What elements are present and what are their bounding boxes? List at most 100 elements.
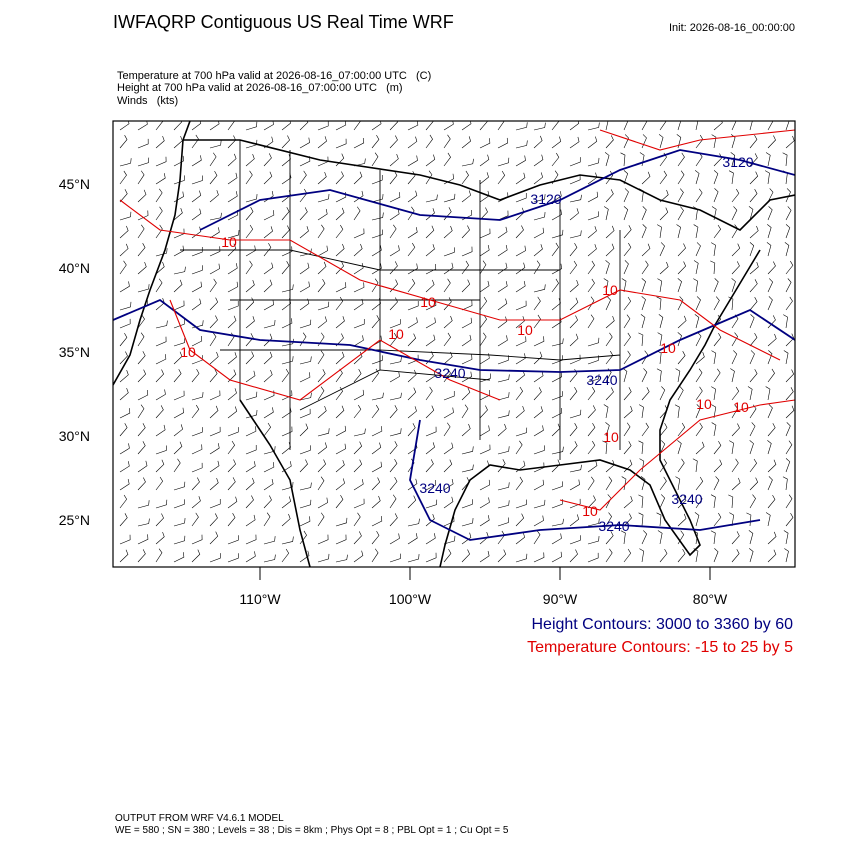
wind-barb — [784, 548, 789, 563]
wind-barb — [227, 243, 237, 257]
wind-barb — [765, 152, 771, 167]
wind-barb — [335, 351, 345, 365]
wind-barb — [119, 408, 131, 419]
wind-barb — [767, 296, 773, 311]
wind-barb — [731, 206, 738, 221]
wind-barb — [497, 137, 509, 149]
wind-barb — [353, 369, 362, 383]
wind-barb — [119, 301, 132, 311]
wind-barb — [713, 476, 720, 491]
wind-barb — [263, 299, 274, 311]
wind-barb — [209, 443, 220, 455]
wind-barb — [263, 242, 272, 257]
wind-barb — [425, 279, 435, 293]
wind-barb — [677, 121, 682, 131]
wind-barb — [371, 461, 382, 473]
wind-barb — [587, 314, 595, 329]
wind-barb — [569, 441, 578, 455]
wind-barb — [353, 335, 364, 347]
wind-barb — [137, 332, 145, 347]
wind-barb — [515, 245, 526, 257]
wind-barb — [533, 212, 546, 221]
wind-barb — [587, 136, 598, 149]
wind-barb — [407, 554, 420, 563]
wind-barb — [155, 405, 164, 419]
wind-barb — [353, 319, 365, 329]
wind-barb — [353, 459, 363, 473]
wind-barb — [443, 391, 455, 401]
wind-barb — [209, 315, 218, 329]
wind-barb — [461, 404, 469, 419]
wind-barb — [695, 441, 705, 455]
wind-barb — [569, 174, 581, 185]
wind-barb — [785, 296, 793, 311]
wind-barb — [710, 260, 716, 275]
wind-barb — [694, 170, 700, 185]
wind-barb — [353, 479, 364, 491]
wind-barb — [443, 407, 454, 419]
wind-barb — [515, 553, 528, 563]
wind-barb — [407, 242, 416, 257]
wind-barb — [245, 514, 256, 527]
wind-barb — [675, 476, 681, 491]
wind-barb — [425, 154, 436, 167]
wind-barb — [155, 354, 167, 365]
wind-barb — [371, 442, 382, 455]
wind-barb — [605, 260, 610, 275]
wind-barb — [425, 459, 434, 473]
wind-barb — [173, 351, 183, 365]
wind-barb — [533, 351, 543, 365]
wind-barb — [515, 281, 526, 293]
wind-barb — [677, 440, 682, 455]
wind-barb — [569, 242, 578, 257]
title: IWFAQRP Contiguous US Real Time WRF — [113, 12, 454, 32]
wind-barb — [639, 548, 645, 563]
wind-barb — [137, 351, 146, 365]
wind-barb — [692, 458, 698, 473]
wind-barb — [497, 316, 508, 329]
wind-barb — [731, 531, 740, 545]
wind-barb — [587, 374, 600, 383]
wind-barb — [353, 550, 364, 563]
wind-barb — [173, 245, 184, 257]
wind-barb — [461, 121, 472, 131]
wind-barb — [137, 404, 145, 419]
wind-barb — [443, 496, 454, 509]
wind-barb — [711, 206, 717, 221]
wind-barb — [389, 356, 402, 365]
wind-barb — [461, 387, 471, 401]
wind-barb — [656, 368, 662, 383]
wind-barb — [783, 530, 789, 545]
wind-barb — [749, 121, 753, 131]
wind-barb — [623, 170, 629, 185]
wind-barb — [317, 301, 330, 311]
height-label: 3240 — [419, 480, 450, 496]
wind-barb — [443, 368, 451, 383]
wind-barb — [155, 336, 167, 347]
wind-barb — [767, 350, 773, 365]
wind-barb — [713, 512, 722, 527]
wind-barb — [785, 458, 791, 473]
height-label: 3240 — [434, 365, 465, 381]
wind-barb — [137, 369, 147, 383]
wind-barb — [785, 135, 795, 149]
wind-barb — [209, 263, 220, 275]
wind-barb — [263, 136, 274, 149]
wind-barb — [389, 261, 398, 275]
wind-barb — [569, 208, 579, 221]
wind-barb — [389, 332, 398, 347]
wind-barb — [677, 422, 686, 437]
wind-barb — [335, 534, 347, 545]
wind-barb — [623, 350, 631, 365]
wind-barb — [299, 207, 308, 221]
wind-barb — [119, 281, 130, 293]
wind-barb — [569, 354, 581, 365]
wind-barb — [209, 405, 219, 419]
wind-barb — [479, 245, 490, 257]
wind-barb — [245, 370, 256, 383]
wind-barb — [731, 458, 739, 473]
wind-barb — [317, 316, 327, 329]
wind-barb — [711, 404, 717, 419]
wind-barb — [569, 136, 580, 149]
wind-barb — [461, 549, 470, 563]
